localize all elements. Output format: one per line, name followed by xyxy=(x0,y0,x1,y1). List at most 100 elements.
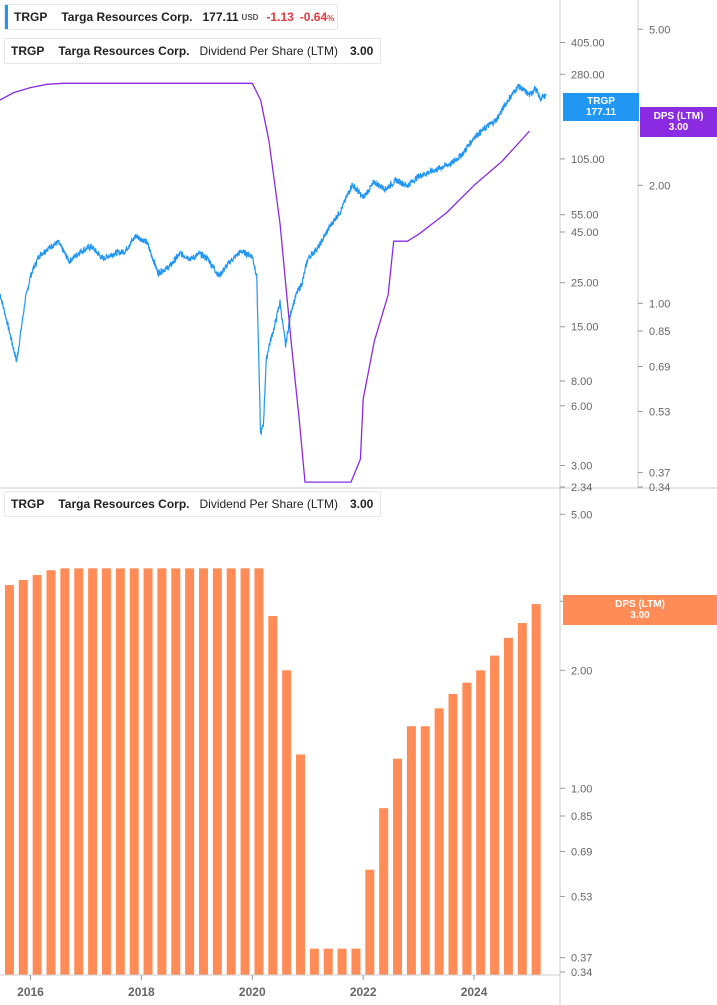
dps-bar xyxy=(490,655,500,975)
dps-bar xyxy=(101,568,111,975)
price-legend-color xyxy=(5,5,8,29)
dps-bottom-legend[interactable]: TRGP Targa Resources Corp. Dividend Per … xyxy=(4,491,381,517)
dps-bar xyxy=(198,568,208,975)
dps-bar xyxy=(74,568,84,975)
dps-bar xyxy=(434,708,444,975)
price-legend-change-pct: -0.64% xyxy=(300,10,334,24)
dps-bar xyxy=(212,568,222,975)
dps-bar xyxy=(337,948,347,975)
dps-bar xyxy=(531,604,541,975)
price-axis-tag: TRGP 177.11 xyxy=(563,93,639,121)
price-axis-tick-label: 405.00 xyxy=(571,37,605,49)
time-axis-tick-label: 2024 xyxy=(461,985,488,999)
price-axis-tick-label: 45.00 xyxy=(571,227,599,239)
price-axis-tick-label: 3.00 xyxy=(571,461,592,473)
dps-bar xyxy=(379,808,389,975)
price-legend-currency: USD xyxy=(241,12,259,22)
dps-bottom-axis-tick-label: 0.69 xyxy=(571,846,592,858)
dps-top-legend-metric: Dividend Per Share (LTM) xyxy=(199,44,339,58)
price-axis-tick-label: 25.00 xyxy=(571,278,599,290)
dps-bar xyxy=(171,568,181,975)
price-axis-tick-label: 2.34 xyxy=(571,482,592,494)
dps-top-axis-tick-label: 5.00 xyxy=(649,24,670,36)
dps-bar xyxy=(393,758,403,975)
dps-bar xyxy=(268,616,278,975)
dps-bottom-legend-value: 3.00 xyxy=(350,497,374,511)
price-axis-tick-label: 105.00 xyxy=(571,154,605,166)
dps-bar xyxy=(143,568,153,975)
price-axis-tick-label: 8.00 xyxy=(571,376,592,388)
dps-top-legend-value: 3.00 xyxy=(350,44,374,58)
price-legend-pct-value: -0.64 xyxy=(299,10,328,24)
dps-bar xyxy=(254,568,264,975)
price-legend-change: -1.13 xyxy=(266,10,294,24)
dps-top-axis-tick-label: 0.53 xyxy=(649,406,670,418)
dps-bar xyxy=(46,570,56,975)
dps-top-axis-tick-label: 0.37 xyxy=(649,468,670,480)
dps-bottom-axis-tick-label: 1.00 xyxy=(571,783,592,795)
dps-bottom-legend-name: Targa Resources Corp. xyxy=(58,497,190,511)
price-legend-ticker: TRGP xyxy=(14,10,48,24)
dps-bar xyxy=(420,726,430,975)
dps-bottom-axis-tick-label: 0.37 xyxy=(571,953,592,965)
dps-bar xyxy=(365,869,375,975)
dps-bar xyxy=(517,623,527,975)
dps-bar xyxy=(157,568,167,975)
price-axis-tag-value: 177.11 xyxy=(585,107,617,118)
dps-bar xyxy=(406,726,416,975)
dps-top-axis-tag-value: 3.00 xyxy=(668,122,689,133)
dps-bottom-axis-tick-label: 0.53 xyxy=(571,891,592,903)
dps-top-axis-tag: DPS (LTM) 3.00 xyxy=(640,107,717,137)
dps-top-axis-tick-label: 1.00 xyxy=(649,298,670,310)
dps-bottom-axis-tag: DPS (LTM) 3.00 xyxy=(563,595,717,625)
dps-bar xyxy=(462,682,472,975)
dps-bar xyxy=(448,694,458,975)
price-legend-pct-sign: % xyxy=(327,14,335,23)
dps-bar xyxy=(309,948,319,975)
price-axis-tick-label: 55.00 xyxy=(571,210,599,222)
dps-bottom-axis-tick-label: 0.34 xyxy=(571,967,592,979)
dps-line xyxy=(0,82,530,483)
dps-bottom-axis-tag-value: 3.00 xyxy=(630,610,650,621)
dps-bar xyxy=(503,637,513,975)
time-axis-tick-label: 2018 xyxy=(128,985,155,999)
dps-bar xyxy=(296,754,306,975)
dps-bar xyxy=(32,575,42,975)
dps-top-legend[interactable]: TRGP Targa Resources Corp. Dividend Per … xyxy=(4,38,381,64)
dps-bottom-legend-ticker: TRGP xyxy=(11,497,45,511)
price-legend-name: Targa Resources Corp. xyxy=(61,10,193,24)
dps-top-axis-tag-label: DPS (LTM) xyxy=(653,111,704,122)
dps-bar xyxy=(18,579,28,975)
time-axis-tick-label: 2020 xyxy=(239,985,266,999)
price-axis-tick-label: 280.00 xyxy=(571,69,605,81)
price-line xyxy=(0,83,547,435)
dps-bar xyxy=(240,568,250,975)
dps-bar xyxy=(129,568,139,975)
dps-bottom-axis-tick-label: 5.00 xyxy=(571,509,592,521)
dps-top-axis-tick-label: 2.00 xyxy=(649,180,670,192)
dps-bar xyxy=(88,568,98,975)
dps-top-legend-ticker: TRGP xyxy=(11,44,45,58)
dps-bar xyxy=(60,568,70,975)
dps-bar xyxy=(476,670,486,975)
dps-bottom-axis-tick-label: 0.85 xyxy=(571,811,592,823)
dps-bottom-axis-tag-label: DPS (LTM) xyxy=(615,599,665,610)
dps-top-legend-name: Targa Resources Corp. xyxy=(58,44,190,58)
price-axis-tick-label: 15.00 xyxy=(571,322,599,334)
dps-bar xyxy=(351,948,361,975)
dps-bar xyxy=(282,670,292,975)
dps-bar xyxy=(323,948,333,975)
dps-top-axis-tick-label: 0.69 xyxy=(649,361,670,373)
time-axis-tick-label: 2016 xyxy=(17,985,44,999)
price-legend[interactable]: TRGP Targa Resources Corp. 177.11 USD -1… xyxy=(4,4,338,30)
price-axis-tick-label: 6.00 xyxy=(571,401,592,413)
time-axis-tick-label: 2022 xyxy=(350,985,377,999)
dps-bar xyxy=(4,585,14,975)
series-lines xyxy=(0,82,547,483)
price-legend-price: 177.11 xyxy=(202,10,239,24)
dps-bottom-axis-tick-label: 2.00 xyxy=(571,665,592,677)
dps-top-axis-tick-label: 0.34 xyxy=(649,482,670,494)
dps-bar xyxy=(115,568,125,975)
